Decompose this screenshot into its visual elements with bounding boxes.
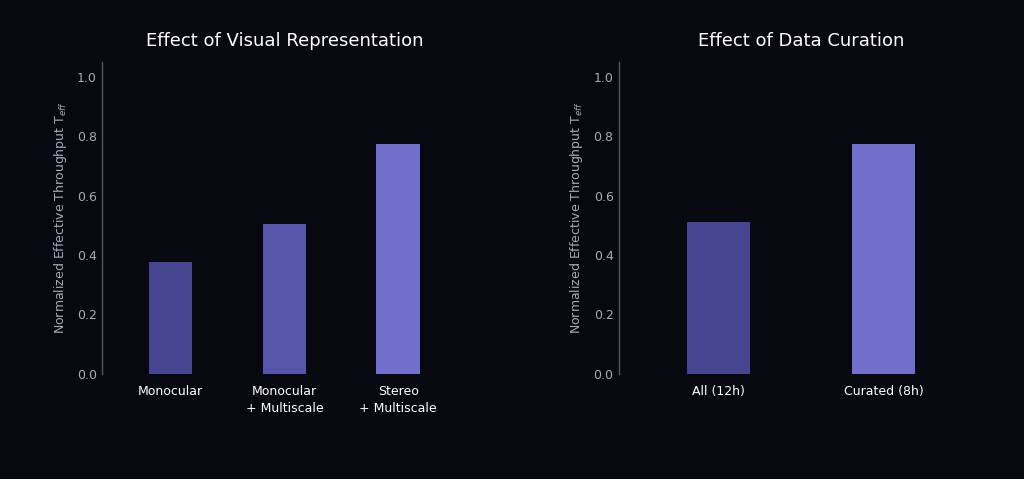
Y-axis label: Normalized Effective Throughput T$_{eff}$: Normalized Effective Throughput T$_{eff}…: [51, 102, 69, 334]
Bar: [150, 262, 193, 374]
Bar: [377, 144, 420, 374]
Bar: [687, 222, 750, 374]
Title: Effect of Data Curation: Effect of Data Curation: [698, 32, 904, 50]
Bar: [263, 224, 306, 374]
Y-axis label: Normalized Effective Throughput T$_{eff}$: Normalized Effective Throughput T$_{eff}…: [568, 102, 586, 334]
Title: Effect of Visual Representation: Effect of Visual Representation: [145, 32, 423, 50]
Bar: [852, 144, 915, 374]
